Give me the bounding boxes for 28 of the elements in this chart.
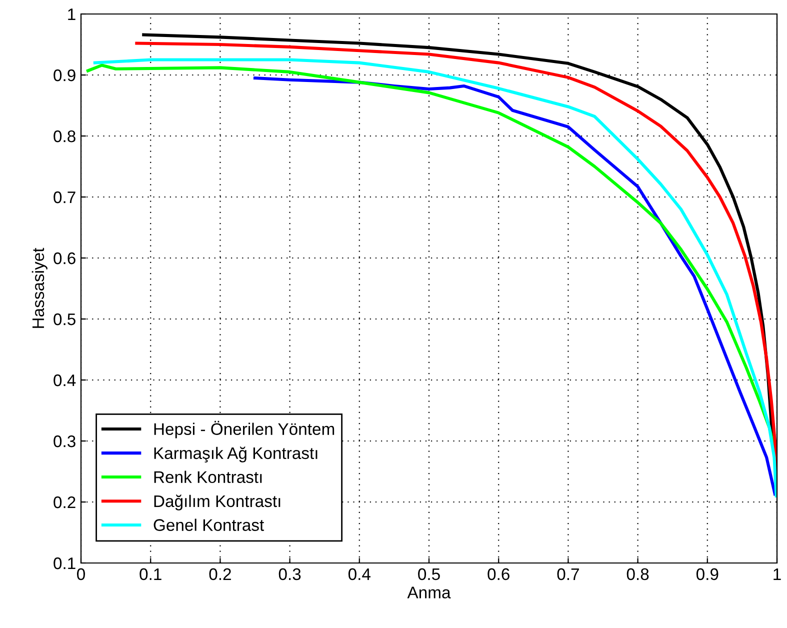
x-tick-label: 0.2 [209,568,231,580]
y-tick-label: 0.9 [54,69,76,82]
legend-label: Renk Kontrastı [154,470,262,484]
x-tick-label: 0.8 [626,568,649,580]
legend-label: Karmaşık Ağ Kontrastı [154,446,318,462]
y-tick-label: 0.6 [54,252,76,264]
y-tick-label: 0.2 [54,496,76,508]
y-tick-label: 0.4 [54,374,76,386]
y-tick-label: 0.5 [54,313,76,326]
x-tick-label: 0.6 [488,568,510,580]
x-tick-label: 0.1 [140,568,162,580]
x-axis-title: Anma [407,586,451,598]
x-tick-label: 0.7 [557,568,579,580]
legend-label: Genel Kontrast [154,518,264,531]
x-tick-label: 0.5 [418,568,440,580]
x-tick-label: 0 [77,568,85,580]
legend-label: Dağılım Kontrastı [154,494,280,510]
y-tick-label: 0.8 [54,130,76,142]
y-tick-label: 0.3 [54,435,76,448]
y-axis-title: Hassasiyet [32,248,48,328]
x-tick-label: 0.9 [696,568,718,580]
y-tick-label: 1 [68,8,76,20]
y-tick-label: 0.7 [54,191,76,204]
y-tick-label: 0.1 [54,557,76,570]
x-tick-label: 0.4 [348,568,370,580]
legend-label: Hepsi - Önerilen Yöntem [154,420,334,438]
x-tick-label: 1 [774,568,781,580]
x-tick-label: 0.3 [278,568,301,580]
